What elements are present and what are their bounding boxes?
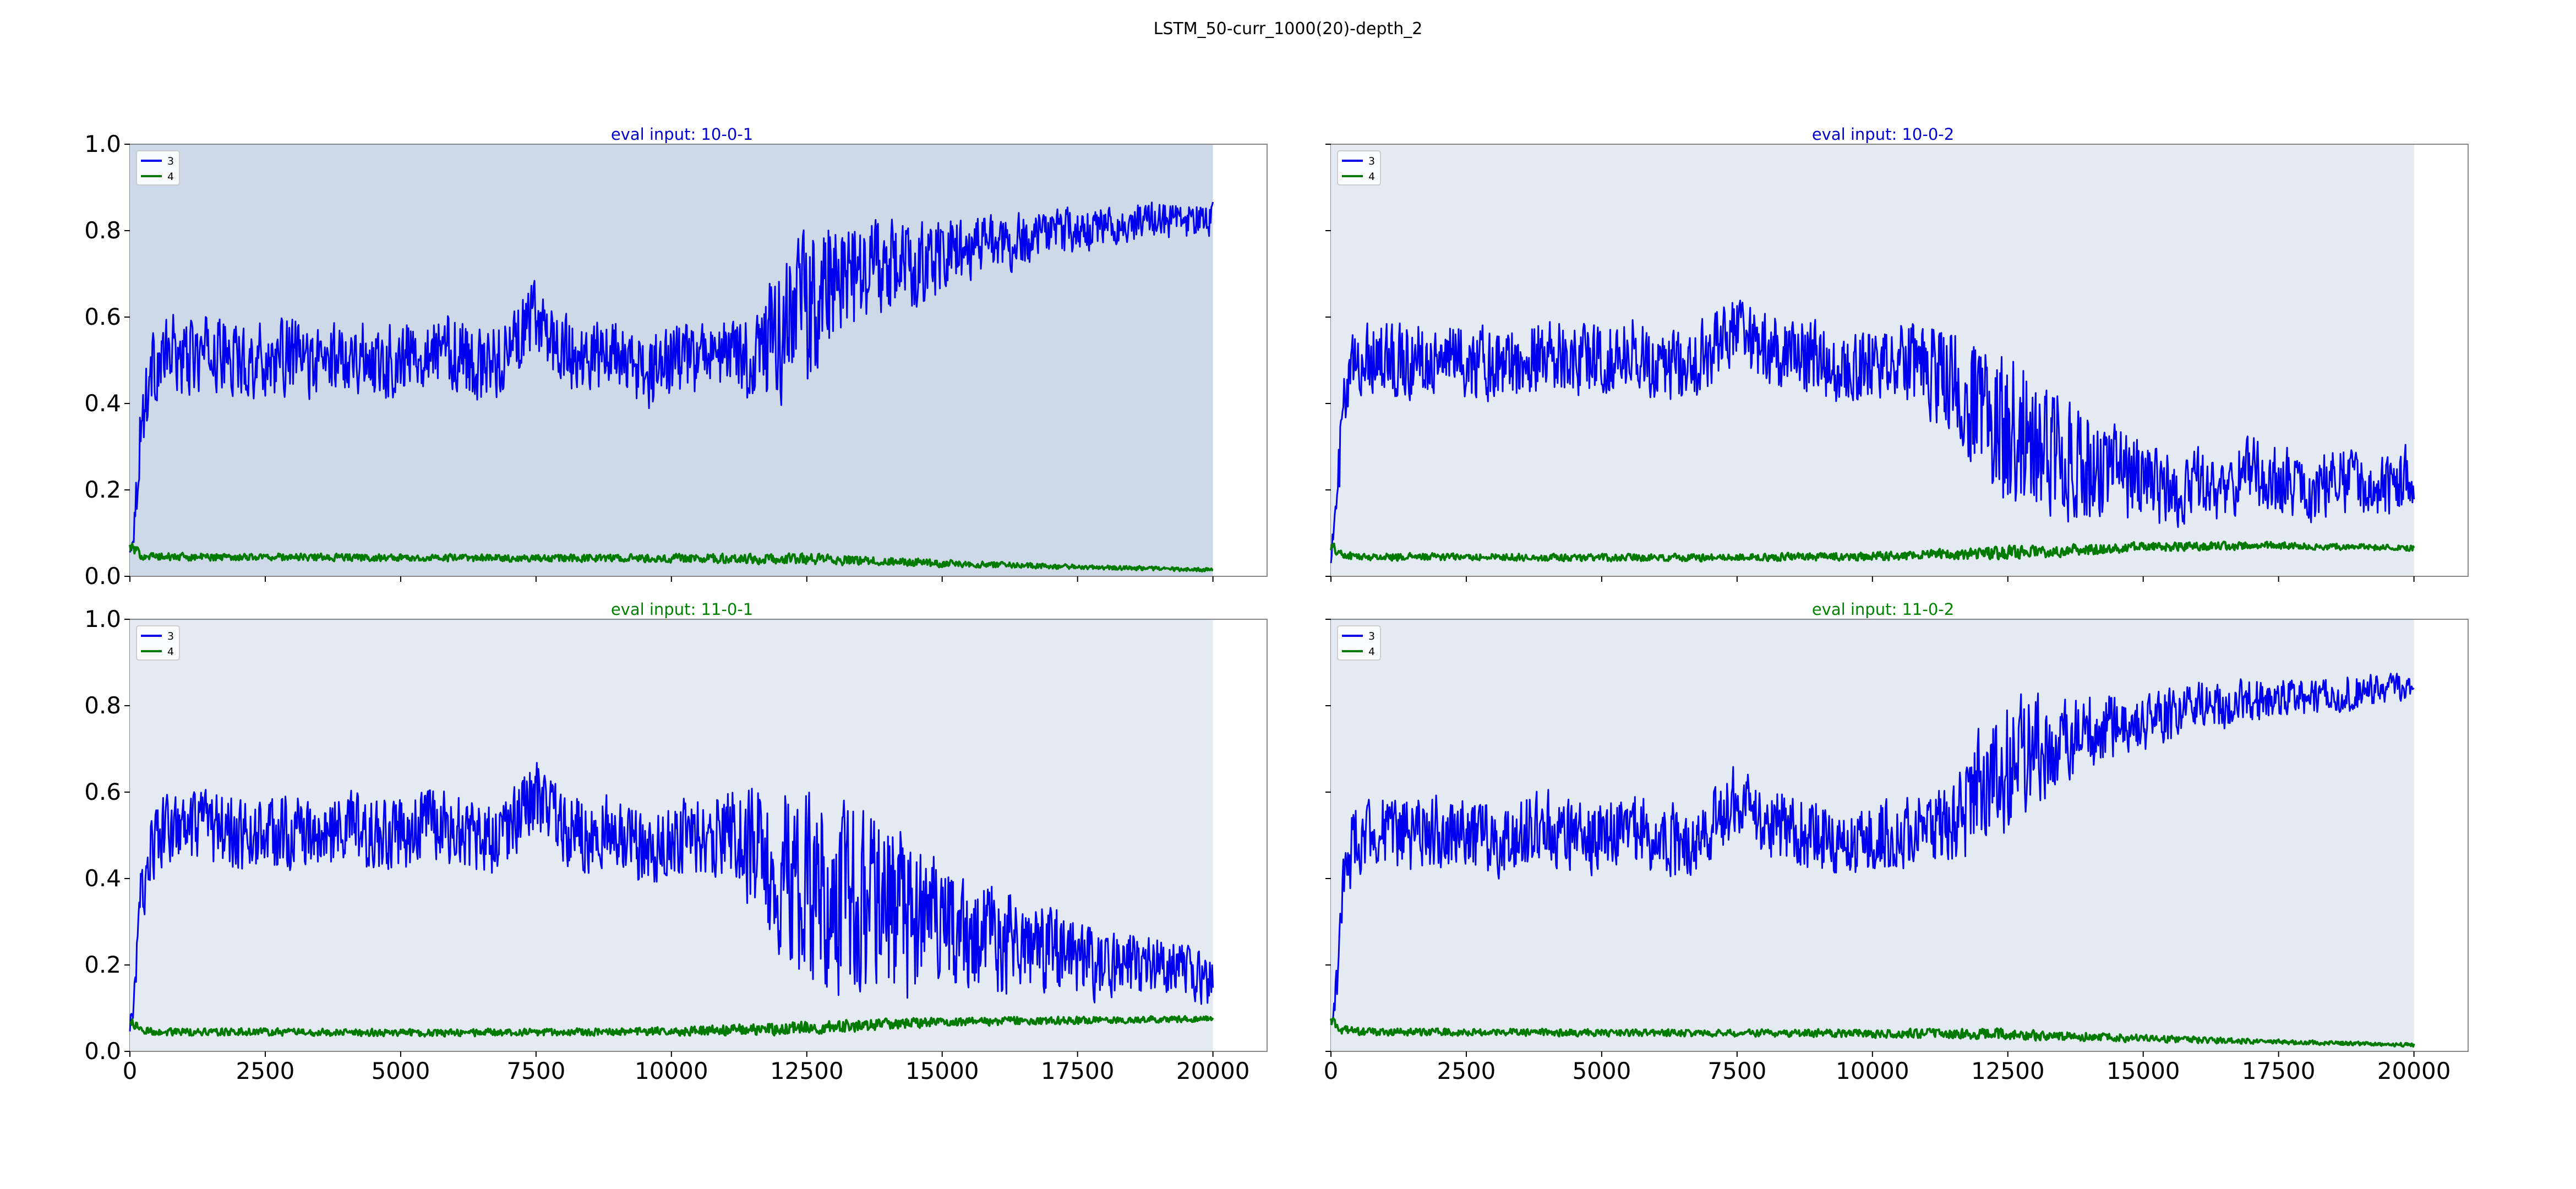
y-tick-label: 0.2 <box>84 476 121 503</box>
y-tick-label: 0.8 <box>84 217 121 244</box>
y-tick-label: 0.6 <box>84 303 121 330</box>
x-tick-label: 0 <box>123 1057 138 1084</box>
x-tick-label: 0 <box>1324 1057 1339 1084</box>
y-tick-label: 0.4 <box>84 865 121 892</box>
series-line-4 <box>129 542 1214 572</box>
series-line-4 <box>1330 541 2415 563</box>
legend-label-3: 3 <box>167 155 174 167</box>
x-tick-label: 12500 <box>1971 1057 2045 1084</box>
y-tick-label: 0.0 <box>84 563 121 590</box>
y-tick-label: 0.4 <box>84 390 121 417</box>
legend-label-4: 4 <box>1368 646 1375 658</box>
legend-label-3: 3 <box>1368 155 1375 167</box>
axes-shade <box>1331 620 2414 1051</box>
y-tick-label: 0.2 <box>84 951 121 978</box>
x-tick-label: 10000 <box>1836 1057 1909 1084</box>
x-tick-label: 12500 <box>770 1057 844 1084</box>
x-tick-label: 5000 <box>1572 1057 1631 1084</box>
subplot-title: eval input: 10-0-2 <box>1812 125 1954 144</box>
series-line-3 <box>129 762 1214 1032</box>
y-tick-label: 0.6 <box>84 778 121 805</box>
series-line-3 <box>1330 299 2415 564</box>
x-tick-label: 20000 <box>2377 1057 2451 1084</box>
legend-label-4: 4 <box>1368 171 1375 183</box>
series-line-4 <box>1330 1017 2415 1048</box>
x-tick-label: 17500 <box>1041 1057 1115 1084</box>
x-tick-label: 10000 <box>635 1057 708 1084</box>
subplot-grid: eval input: 10-0-10.00.20.40.60.81.034ev… <box>84 125 2469 1084</box>
subplot-4: eval input: 11-0-2 0 2500 5000 7500 10000 1250… <box>1324 600 2469 1084</box>
series-line-4 <box>129 1015 1214 1038</box>
y-tick-label: 0.8 <box>84 692 121 719</box>
subplot-1: eval input: 10-0-1 0.0 0.2 0.4 0.6 0.8 1.0 3 4 <box>84 125 1268 590</box>
y-tick-label: 1.0 <box>84 606 121 632</box>
y-tick-label: 0.0 <box>84 1038 121 1065</box>
legend-label-3: 3 <box>167 630 174 642</box>
subplot-title: eval input: 10-0-1 <box>611 125 753 144</box>
series-line-3 <box>1330 673 2415 1025</box>
x-tick-label: 15000 <box>2106 1057 2180 1084</box>
legend-label-4: 4 <box>167 171 174 183</box>
legend-label-4: 4 <box>167 646 174 658</box>
subplot-title: eval input: 11-0-2 <box>1812 600 1954 619</box>
y-tick-label: 1.0 <box>84 130 121 157</box>
series-line-3 <box>129 201 1214 553</box>
x-tick-label: 20000 <box>1176 1057 1250 1084</box>
figure-suptitle: LSTM_50-curr_1000(20)-depth_2 <box>1154 19 1423 39</box>
x-tick-label: 7500 <box>506 1057 565 1084</box>
subplot-title: eval input: 11-0-1 <box>611 600 753 619</box>
x-tick-label: 2500 <box>1437 1057 1496 1084</box>
x-tick-label: 17500 <box>2242 1057 2316 1084</box>
x-tick-label: 7500 <box>1707 1057 1766 1084</box>
x-tick-label: 15000 <box>905 1057 979 1084</box>
x-tick-label: 5000 <box>371 1057 430 1084</box>
x-tick-label: 2500 <box>236 1057 295 1084</box>
legend-label-3: 3 <box>1368 630 1375 642</box>
subplot-2: eval input: 10-0-2 3 4 <box>1325 125 2469 582</box>
subplot-3: eval input: 11-0-1 0.0 0.2 0.4 0.6 0.8 1.0 0 250… <box>84 600 1268 1084</box>
